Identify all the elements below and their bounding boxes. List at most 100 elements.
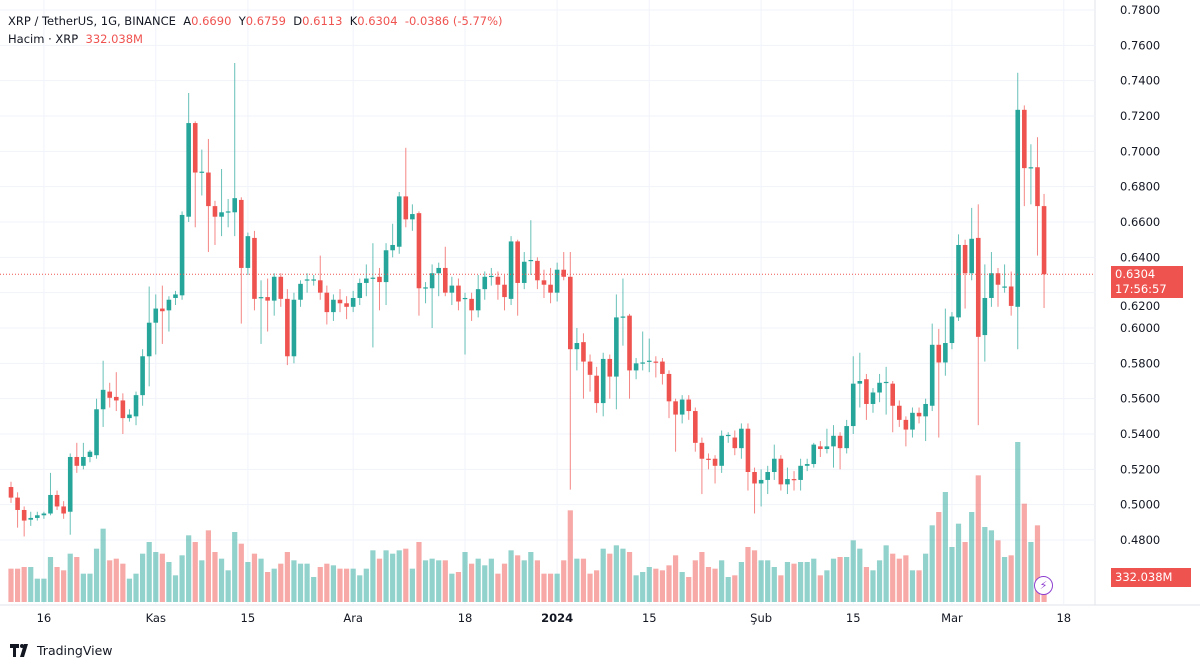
candle [528, 220, 534, 276]
candle-body [140, 356, 145, 396]
candle-body [857, 381, 863, 384]
candle-body [956, 244, 961, 318]
candle-body [910, 412, 915, 430]
price-axis[interactable]: 0.7800 0.7600 0.7400 0.7200 0.7000 0.6800 0.66… [1120, 3, 1160, 547]
volume-bar [80, 573, 86, 602]
candle [94, 398, 99, 459]
candle-body [818, 446, 823, 450]
volume-bar [515, 555, 521, 602]
candle [153, 294, 159, 355]
candle [212, 200, 218, 245]
candle-body [574, 343, 580, 350]
time-tick-label: Mar [941, 611, 963, 625]
volume-bar [28, 567, 34, 602]
volume-bar [686, 577, 692, 602]
volume-bar [666, 565, 672, 602]
candle [113, 372, 119, 412]
price-tick-label: 0.6800 [1120, 180, 1160, 194]
candle [653, 356, 659, 378]
volume-bar [370, 550, 376, 602]
candle-body [113, 396, 119, 401]
candle-body [456, 285, 461, 302]
candle [239, 197, 244, 324]
volume-bar [1008, 555, 1014, 602]
candle-body [364, 278, 369, 283]
candle-body [923, 403, 928, 417]
high-value: 0.6759 [245, 14, 286, 28]
volume-bar [830, 558, 837, 602]
candle [331, 294, 336, 321]
volume-bar [449, 573, 455, 602]
candle [850, 356, 856, 435]
volume-bar [620, 548, 626, 602]
candle-body [502, 284, 507, 298]
volume-bar [166, 562, 172, 602]
volume-bar [186, 535, 192, 602]
brand-name: TradingView [37, 643, 113, 658]
volume-bar [521, 560, 527, 602]
volume-bar [462, 552, 468, 602]
candle-body [1008, 286, 1014, 306]
lightning-icon[interactable]: ⚡ [1034, 576, 1053, 595]
volume-bar [416, 542, 422, 602]
price-tick-label: 0.7800 [1120, 3, 1160, 17]
candle-body [344, 303, 349, 307]
volume-bar [679, 572, 685, 602]
candle-body [771, 458, 777, 472]
volume-value: 332.038M [85, 32, 143, 46]
candle [285, 289, 290, 366]
candle-body [186, 123, 191, 217]
candle-body [206, 172, 211, 207]
candle [396, 191, 402, 254]
candle-body [508, 241, 514, 299]
symbol-info[interactable]: XRP / TetherUS, 1G, BINANCE [8, 14, 176, 28]
candle [61, 501, 66, 519]
volume-bar [330, 565, 337, 602]
candle [686, 395, 692, 420]
candle-body [969, 238, 974, 274]
candle-body [995, 273, 1001, 285]
candle-body [265, 297, 270, 301]
candle [949, 312, 955, 350]
volume-bar [870, 570, 876, 602]
time-axis[interactable]: 16 Kas 15 Ara 18 2024 15 Şub 15 Mar 18 [37, 611, 1072, 625]
candle [568, 252, 573, 490]
volume-bar [988, 530, 995, 602]
candle [1041, 193, 1047, 309]
candle [870, 388, 876, 413]
candle [956, 234, 961, 321]
tradingview-logo[interactable]: TradingView [10, 643, 113, 658]
volume-bar [890, 553, 896, 602]
change-value: -0.0386 (-5.77%) [404, 14, 503, 28]
open-value: 0.6690 [191, 14, 232, 28]
volume-bar [291, 560, 297, 602]
candle [837, 432, 843, 470]
volume-label[interactable]: Hacim · XRP [8, 32, 79, 46]
candle-body [607, 358, 613, 377]
volume-tag: 332.038M [1111, 568, 1191, 587]
candle [304, 273, 310, 293]
low-label: D [293, 14, 303, 28]
volume-bar [436, 560, 442, 602]
candle-body [377, 276, 382, 283]
candle [923, 398, 928, 442]
volume-bar [936, 512, 942, 602]
volume-bar [1028, 542, 1034, 602]
candle-body [791, 479, 797, 481]
candle [679, 395, 685, 424]
volume-bar [896, 558, 902, 602]
candle [752, 467, 757, 514]
candle-body [528, 259, 534, 262]
volume-bar [837, 557, 843, 602]
volume-bar [653, 568, 659, 602]
candles [8, 63, 1047, 537]
candle-body [442, 267, 448, 293]
candle [633, 358, 639, 380]
volume-bar [909, 570, 916, 602]
candle [403, 147, 409, 228]
candle-body [41, 513, 47, 516]
volume-bar [811, 558, 817, 602]
candle [350, 290, 356, 313]
price-tick-label: 0.6600 [1120, 215, 1160, 229]
